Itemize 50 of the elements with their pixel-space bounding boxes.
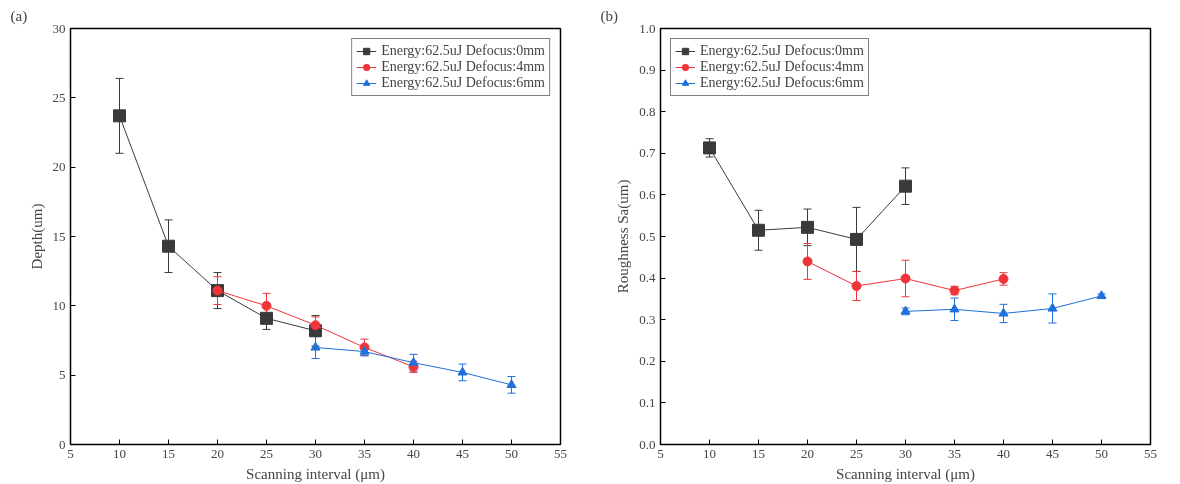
y-tick-label: 0.4 (639, 270, 656, 286)
x-tick-label: 35 (358, 445, 371, 461)
y-tick-label: 0.2 (639, 353, 656, 369)
x-tick-label: 15 (752, 445, 765, 461)
legend-label: Energy:62.5uJ Defocus:0mm (700, 43, 864, 59)
y-tick-label: 0.0 (639, 436, 656, 452)
legend-label: Energy:62.5uJ Defocus:4mm (381, 59, 545, 75)
x-tick-label: 40 (407, 445, 420, 461)
y-axis-title: Roughness Sa(um) (615, 179, 633, 294)
y-axis-title: Depth(um) (28, 203, 46, 270)
x-tick-label: 55 (554, 445, 567, 461)
y-tick-label: 0.3 (639, 311, 656, 327)
y-tick-label: 30 (52, 20, 66, 36)
y-tick-label: 0.7 (639, 145, 656, 161)
legend-label: Energy:62.5uJ Defocus:6mm (381, 75, 545, 91)
x-tick-label: 25 (260, 445, 273, 461)
x-tick-label: 10 (113, 445, 126, 461)
legend-label: Energy:62.5uJ Defocus:0mm (381, 43, 545, 59)
text: (b) (600, 7, 618, 25)
y-tick-label: 15 (52, 228, 66, 244)
y-tick-label: 0 (59, 436, 66, 452)
legend-label: Energy:62.5uJ Defocus:4mm (700, 59, 864, 75)
x-tick-label: 45 (456, 445, 469, 461)
y-tick-label: 5 (59, 367, 66, 383)
x-tick-label: 20 (801, 445, 814, 461)
x-tick-label: 30 (309, 445, 322, 461)
y-tick-label: 0.1 (639, 394, 656, 410)
x-tick-label: 20 (211, 445, 224, 461)
x-tick-label: 50 (1095, 445, 1108, 461)
y-tick-label: 0.8 (639, 103, 656, 119)
text: (a) (10, 7, 28, 25)
legend-label: Energy:62.5uJ Defocus:6mm (700, 75, 864, 91)
x-tick-label: 55 (1144, 445, 1157, 461)
y-tick-label: 0.6 (639, 186, 656, 202)
y-tick-label: 0.9 (639, 62, 656, 78)
x-tick-label: 45 (1046, 445, 1059, 461)
y-tick-label: 0.5 (639, 228, 656, 244)
x-tick-label: 50 (505, 445, 518, 461)
x-tick-label: 10 (703, 445, 716, 461)
x-axis-title: Scanning interval (μm) (836, 465, 975, 483)
x-tick-label: 30 (899, 445, 912, 461)
y-tick-label: 10 (52, 297, 66, 313)
y-tick-label: 20 (52, 159, 66, 175)
y-tick-label: 25 (52, 89, 66, 105)
x-axis-title: Scanning interval (μm) (246, 465, 385, 483)
x-tick-label: 25 (850, 445, 863, 461)
x-tick-label: 15 (162, 445, 175, 461)
x-tick-label: 35 (948, 445, 961, 461)
y-tick-label: 1.0 (639, 20, 656, 36)
x-tick-label: 40 (997, 445, 1010, 461)
